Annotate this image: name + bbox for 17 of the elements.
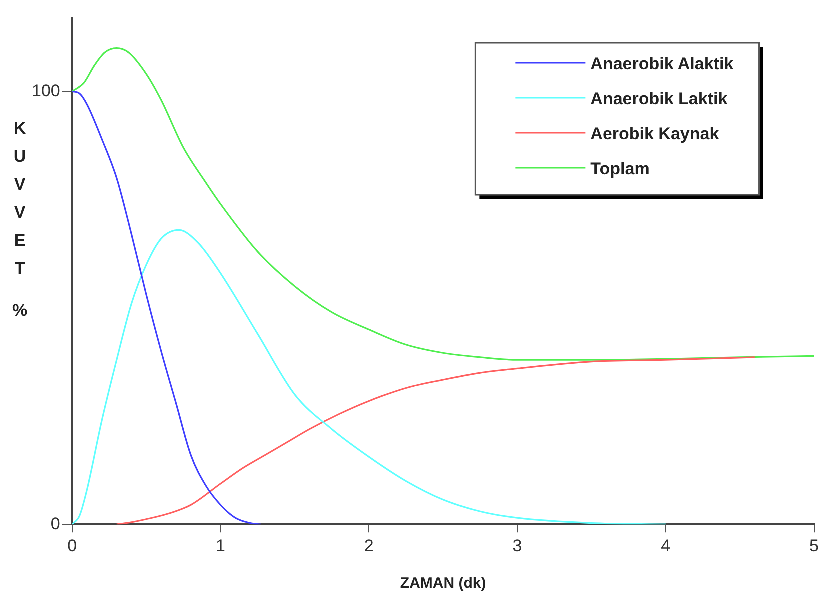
x-tick-label: 0 [68,536,78,556]
x-tick-label: 2 [364,536,374,556]
legend-label: Aerobik Kaynak [590,124,720,144]
legend-label: Toplam [590,160,650,179]
x-tick-label: 4 [661,536,671,556]
x-axis-title: ZAMAN (dk) [400,575,486,592]
legend-label: Anaerobik Laktik [590,90,728,109]
text: KUVVET % [12,118,28,320]
line-series [72,229,667,525]
line-series [72,48,814,361]
legend-label: Anaerobik Alaktik [590,54,734,74]
y-tick-label: 100 [32,81,60,100]
line-series [116,356,756,525]
x-tick-label: 5 [810,536,820,556]
line-series [72,90,262,525]
x-tick-label: 1 [216,536,226,556]
x-tick-label: 3 [512,536,522,556]
